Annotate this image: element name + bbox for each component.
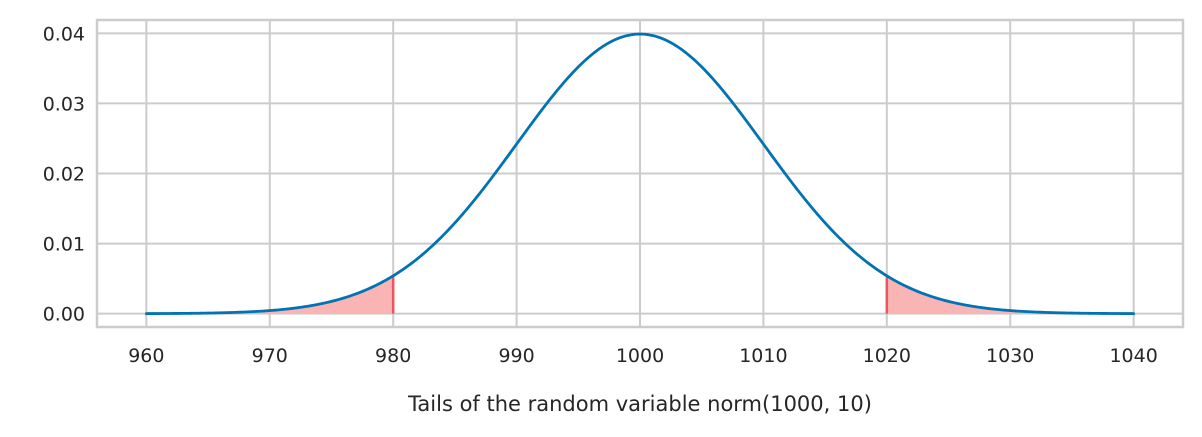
tail-fills bbox=[146, 275, 1134, 314]
plot-frame bbox=[95, 18, 1185, 329]
tail-fill bbox=[886, 275, 1134, 314]
x-tick-label: 1030 bbox=[986, 345, 1034, 367]
x-axis-label: Tails of the random variable norm(1000, … bbox=[407, 392, 872, 416]
y-tick-label: 0.01 bbox=[43, 234, 85, 256]
y-tick-label: 0.02 bbox=[43, 164, 85, 186]
y-axis-ticks: 0.00 0.01 0.02 0.03 0.04 bbox=[43, 23, 85, 325]
pdf-curve bbox=[144, 32, 1136, 315]
y-tick-label: 0.00 bbox=[43, 304, 85, 326]
y-tick-label: 0.04 bbox=[43, 23, 85, 45]
tail-fill bbox=[146, 275, 394, 314]
x-tick-label: 990 bbox=[498, 345, 534, 367]
x-tick-label: 970 bbox=[252, 345, 288, 367]
pdf-curve-group bbox=[144, 32, 1136, 315]
x-tick-label: 1040 bbox=[1109, 345, 1157, 367]
x-tick-label: 960 bbox=[128, 345, 164, 367]
x-tick-label: 980 bbox=[375, 345, 411, 367]
x-tick-label: 1000 bbox=[616, 345, 664, 367]
x-tick-label: 1010 bbox=[739, 345, 787, 367]
y-tick-label: 0.03 bbox=[43, 93, 85, 115]
x-tick-label: 1020 bbox=[863, 345, 911, 367]
x-axis-ticks: 960 970 980 990 1000 1010 1020 1030 1040 bbox=[128, 345, 1158, 367]
